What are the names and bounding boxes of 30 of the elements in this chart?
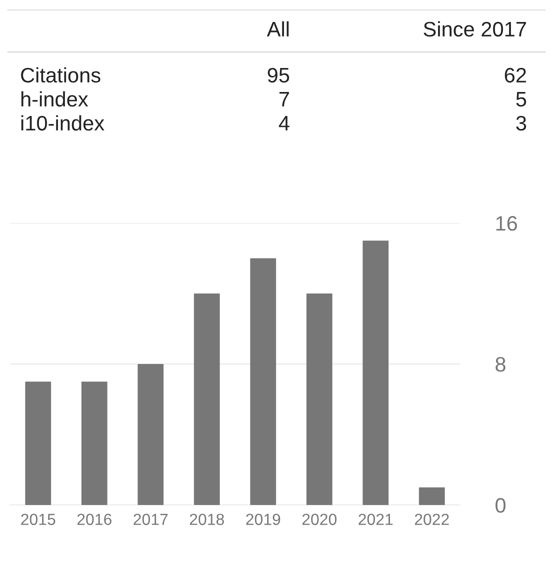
category-label: i10-index bbox=[21, 115, 104, 131]
text: 62 bbox=[504, 68, 526, 83]
bar bbox=[250, 258, 276, 505]
text: 3 bbox=[516, 116, 526, 131]
x-tick-label: 2017 bbox=[134, 514, 168, 526]
bar bbox=[138, 364, 164, 505]
x-tick-label: 2018 bbox=[190, 514, 224, 526]
text: 95 bbox=[268, 68, 290, 83]
bar bbox=[25, 382, 52, 505]
text: 7 bbox=[279, 92, 289, 106]
x-tick-label: 2020 bbox=[302, 514, 337, 526]
x-tick-label: 2015 bbox=[21, 514, 56, 526]
bar bbox=[81, 382, 108, 505]
bar bbox=[306, 294, 332, 505]
category-label: All bbox=[266, 21, 289, 36]
x-tick-label: 2021 bbox=[358, 514, 393, 526]
category-label: Citations bbox=[21, 67, 100, 83]
y-tick-label: 16 bbox=[496, 216, 517, 231]
text: 5 bbox=[516, 92, 526, 107]
category-label: Since 2017 bbox=[424, 21, 526, 37]
x-tick-label: 2022 bbox=[414, 514, 449, 526]
category-label: h-index bbox=[21, 91, 88, 107]
bar bbox=[362, 240, 389, 505]
bar bbox=[194, 294, 220, 505]
text: 4 bbox=[278, 116, 290, 130]
y-tick-label: 0 bbox=[496, 498, 506, 513]
x-tick-label: 2016 bbox=[77, 514, 112, 526]
y-tick-label: 8 bbox=[496, 357, 506, 372]
x-tick-label: 2019 bbox=[246, 514, 280, 526]
bar bbox=[418, 487, 445, 505]
